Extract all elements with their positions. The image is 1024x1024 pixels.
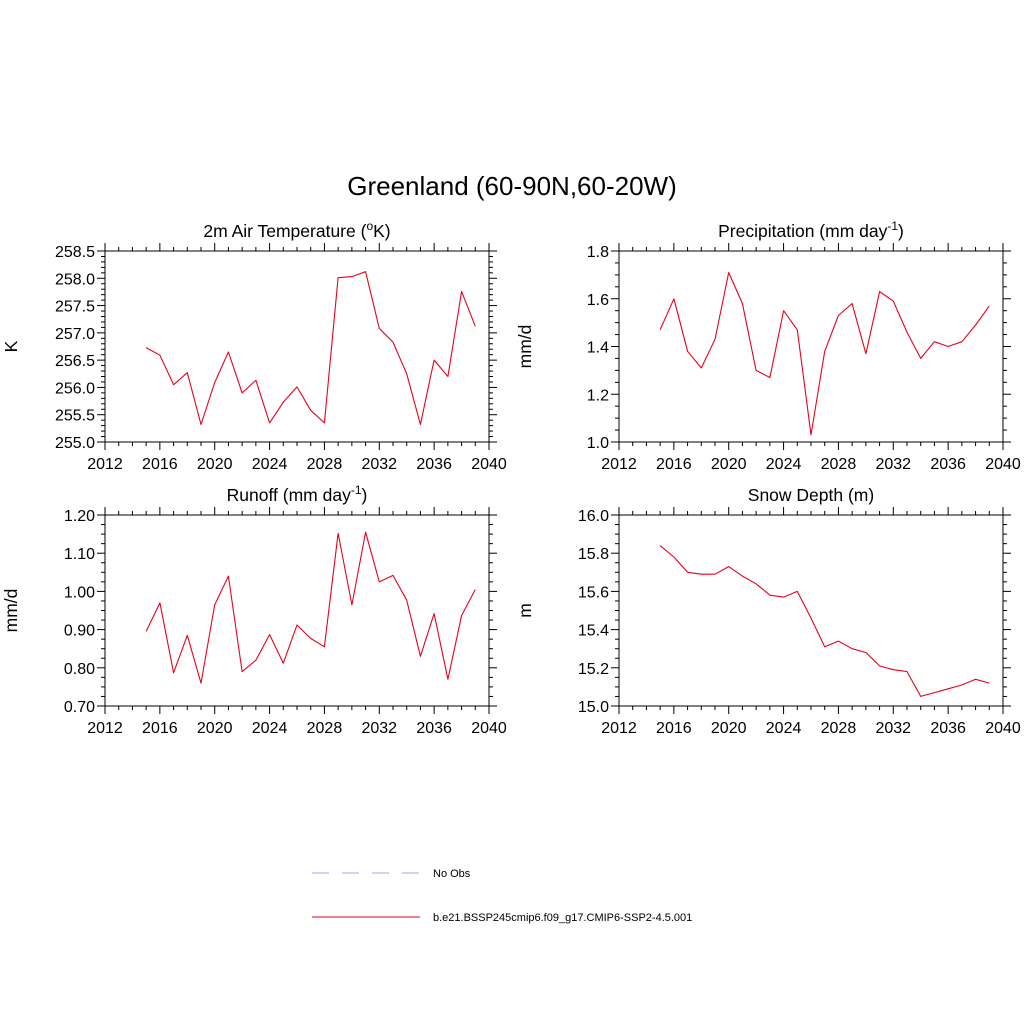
y-tick-label: 16.0 bbox=[578, 508, 609, 525]
y-tick-label: 15.4 bbox=[578, 623, 609, 640]
series-line-1 bbox=[145, 531, 476, 684]
panel-title-superscript: -1 bbox=[887, 219, 898, 233]
y-tick-label: 1.20 bbox=[64, 508, 95, 525]
x-tick-label: 2016 bbox=[656, 456, 692, 473]
x-tick-label: 2012 bbox=[601, 720, 637, 737]
y-tick-label: 0.80 bbox=[64, 661, 95, 678]
y-tick-label: 0.90 bbox=[64, 623, 95, 640]
panel-title-text: 2m Air Temperature ( bbox=[203, 221, 366, 241]
y-tick-label: 1.6 bbox=[587, 292, 609, 309]
x-tick-label: 2032 bbox=[875, 720, 911, 737]
panel-title-superscript: o bbox=[366, 219, 373, 233]
x-tick-label: 2036 bbox=[416, 456, 452, 473]
y-tick-label: 15.0 bbox=[578, 699, 609, 716]
y-tick-label: 15.2 bbox=[578, 661, 609, 678]
y-tick-label: 1.0 bbox=[587, 435, 609, 452]
panel-title: Snow Depth (m) bbox=[748, 485, 874, 505]
x-tick-label: 2020 bbox=[197, 720, 233, 737]
chart-panel-2: Precipitation (mm day-1) mm/d 2012 2016 2020… bbox=[515, 219, 1021, 473]
x-tick-label: 2040 bbox=[471, 456, 507, 473]
x-tick-label: 2028 bbox=[307, 720, 343, 737]
x-tick-label: 2028 bbox=[821, 456, 857, 473]
plot-frame bbox=[104, 514, 490, 707]
y-tick-label: 1.2 bbox=[587, 387, 609, 404]
panel-title-text: Precipitation (mm day bbox=[718, 221, 887, 241]
y-tick-label: 1.00 bbox=[64, 584, 95, 601]
x-tick-label: 2024 bbox=[766, 456, 802, 473]
series-line-1 bbox=[659, 545, 990, 697]
x-tick-label: 2036 bbox=[416, 720, 452, 737]
panel-title-suffix: ) bbox=[362, 485, 368, 505]
y-axis-label: m bbox=[515, 603, 535, 618]
panel-title-suffix: ) bbox=[898, 221, 904, 241]
y-tick-label: 256.0 bbox=[55, 380, 95, 397]
x-tick-label: 2016 bbox=[656, 720, 692, 737]
y-tick-label: 257.0 bbox=[55, 326, 95, 343]
x-tick-label: 2040 bbox=[985, 720, 1021, 737]
y-tick-label: 258.5 bbox=[55, 244, 95, 261]
x-tick-label: 2020 bbox=[197, 456, 233, 473]
panel-title-superscript: -1 bbox=[351, 483, 362, 497]
y-tick-label: 258.0 bbox=[55, 271, 95, 288]
y-axis-label: K bbox=[1, 340, 21, 352]
x-tick-label: 2032 bbox=[875, 456, 911, 473]
x-tick-label: 2020 bbox=[711, 720, 747, 737]
chart-panel-1: 2m Air Temperature (oK) K 2012 2016 2020 2024… bbox=[1, 219, 507, 473]
y-tick-label: 256.5 bbox=[55, 353, 95, 370]
y-tick-label: 1.4 bbox=[587, 340, 609, 357]
x-tick-label: 2028 bbox=[307, 456, 343, 473]
y-axis-label: mm/d bbox=[515, 325, 535, 369]
panel-title: Precipitation (mm day-1) bbox=[718, 219, 904, 241]
plot-frame bbox=[618, 514, 1004, 707]
series-line-1 bbox=[659, 271, 990, 436]
x-tick-label: 2024 bbox=[252, 720, 288, 737]
legend-label-1: No Obs bbox=[433, 868, 471, 880]
y-tick-label: 255.5 bbox=[55, 408, 95, 425]
x-tick-label: 2032 bbox=[361, 720, 397, 737]
panel-title-text: Snow Depth (m) bbox=[748, 485, 874, 505]
chart-panels: 2m Air Temperature (oK) K 2012 2016 2020 2024… bbox=[1, 219, 1021, 737]
chart-panel-3: Runoff (mm day-1) mm/d 2012 2016 2020 2024 202… bbox=[1, 483, 507, 737]
plot-frame bbox=[618, 250, 1004, 443]
y-tick-label: 255.0 bbox=[55, 435, 95, 452]
legend: No Obs b.e21.BSSP245cmip6.f09_g17.CMIP6-S… bbox=[312, 868, 692, 924]
x-tick-label: 2020 bbox=[711, 456, 747, 473]
x-tick-label: 2012 bbox=[87, 720, 123, 737]
y-tick-label: 1.10 bbox=[64, 546, 95, 563]
panel-title: 2m Air Temperature (oK) bbox=[203, 219, 390, 241]
series-line-1 bbox=[145, 271, 476, 426]
x-tick-label: 2040 bbox=[985, 456, 1021, 473]
x-tick-label: 2016 bbox=[142, 456, 178, 473]
y-tick-label: 257.5 bbox=[55, 299, 95, 316]
x-tick-label: 2016 bbox=[142, 720, 178, 737]
figure-title: Greenland (60-90N,60-20W) bbox=[347, 171, 677, 201]
y-axis-label: mm/d bbox=[1, 589, 21, 633]
y-tick-label: 15.6 bbox=[578, 584, 609, 601]
panel-title: Runoff (mm day-1) bbox=[227, 483, 368, 505]
y-tick-label: 0.70 bbox=[64, 699, 95, 716]
plot-frame bbox=[104, 250, 490, 443]
x-tick-label: 2036 bbox=[930, 720, 966, 737]
x-tick-label: 2024 bbox=[252, 456, 288, 473]
panel-title-text: Runoff (mm day bbox=[227, 485, 351, 505]
x-tick-label: 2012 bbox=[601, 456, 637, 473]
x-tick-label: 2028 bbox=[821, 720, 857, 737]
x-tick-label: 2040 bbox=[471, 720, 507, 737]
y-tick-label: 1.8 bbox=[587, 244, 609, 261]
panel-title-suffix: K) bbox=[373, 221, 391, 241]
y-tick-label: 15.8 bbox=[578, 546, 609, 563]
legend-label-2: b.e21.BSSP245cmip6.f09_g17.CMIP6-SSP2-4.… bbox=[433, 912, 692, 924]
x-tick-label: 2036 bbox=[930, 456, 966, 473]
x-tick-label: 2024 bbox=[766, 720, 802, 737]
chart-panel-4: Snow Depth (m) m 2012 2016 2020 2024 2028 2032 2… bbox=[515, 485, 1021, 737]
x-tick-label: 2032 bbox=[361, 456, 397, 473]
x-tick-label: 2012 bbox=[87, 456, 123, 473]
